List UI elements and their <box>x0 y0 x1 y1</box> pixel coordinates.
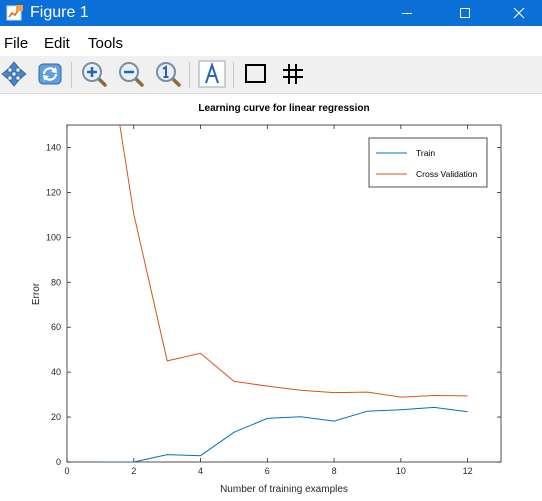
menu-bar: File Edit Tools <box>0 34 542 56</box>
grid-icon <box>283 64 303 84</box>
chart-title: Learning curve for linear regression <box>198 103 369 114</box>
toolbar-separator <box>71 62 72 88</box>
y-tick-label: 60 <box>51 322 61 332</box>
reset-zoom-icon <box>156 62 181 87</box>
menu-file[interactable]: File <box>4 35 29 52</box>
close-icon <box>513 7 525 19</box>
y-tick-label: 20 <box>51 412 61 422</box>
maximize-button[interactable] <box>442 0 488 26</box>
y-tick-label: 140 <box>46 142 61 152</box>
pan-button[interactable] <box>0 60 28 88</box>
legend: Train Cross Validation <box>368 137 488 188</box>
legend-box <box>368 137 488 188</box>
x-tick-label: 10 <box>396 466 406 476</box>
x-tick-label: 6 <box>265 466 270 476</box>
y-tick-label: 40 <box>51 367 61 377</box>
y-tick-label: 100 <box>46 232 61 242</box>
close-button[interactable] <box>496 0 542 26</box>
menu-tools[interactable]: Tools <box>88 35 124 52</box>
x-axis-label: Number of training examples <box>220 484 348 495</box>
zoom-in-icon <box>82 62 107 87</box>
train-series-line <box>100 406 468 462</box>
x-tick-label: 2 <box>131 466 136 476</box>
reset-zoom-button[interactable] <box>154 60 182 88</box>
menu-edit[interactable]: Edit <box>44 35 70 52</box>
maximize-icon <box>460 8 470 18</box>
figure-canvas[interactable]: Learning curve for linear regression 0 2 4… <box>0 94 542 501</box>
box-icon <box>245 64 266 83</box>
toolbar-separator <box>233 62 234 88</box>
learning-curve-chart: Learning curve for linear regression 0 2 4… <box>31 103 502 495</box>
zoom-out-button[interactable] <box>117 60 145 88</box>
grid-button[interactable] <box>279 60 307 88</box>
legend-label: Train <box>416 148 435 158</box>
zoom-out-icon <box>119 62 144 87</box>
x-tick-label: 12 <box>463 466 473 476</box>
figure-toolbar <box>0 56 542 94</box>
series-lines <box>100 125 468 462</box>
pan-icon <box>1 61 27 87</box>
minimize-icon <box>402 13 412 14</box>
matlab-figure-icon <box>6 4 24 22</box>
axes <box>66 124 502 463</box>
zoom-in-button[interactable] <box>80 60 108 88</box>
y-tick-label: 80 <box>51 277 61 287</box>
minimize-button[interactable] <box>384 0 430 26</box>
box-button[interactable] <box>242 60 270 88</box>
window-title: Figure 1 <box>30 4 89 21</box>
x-tick-label: 4 <box>198 466 203 476</box>
y-tick-label: 0 <box>56 457 61 467</box>
rotate-icon <box>38 63 62 85</box>
x-tick-label: 8 <box>332 466 337 476</box>
rotate-button[interactable] <box>36 60 64 88</box>
title-bar[interactable]: Figure 1 <box>0 0 542 26</box>
insert-text-button[interactable] <box>198 60 226 88</box>
toolbar-separator <box>189 62 190 88</box>
y-tick-label: 120 <box>46 187 61 197</box>
legend-label: Cross Validation <box>416 169 478 179</box>
axes-box <box>66 124 502 463</box>
y-axis-label: Error <box>31 282 42 305</box>
insert-text-icon <box>198 60 226 88</box>
x-tick-label: 0 <box>64 466 69 476</box>
cross-validation-series-line <box>119 125 468 398</box>
